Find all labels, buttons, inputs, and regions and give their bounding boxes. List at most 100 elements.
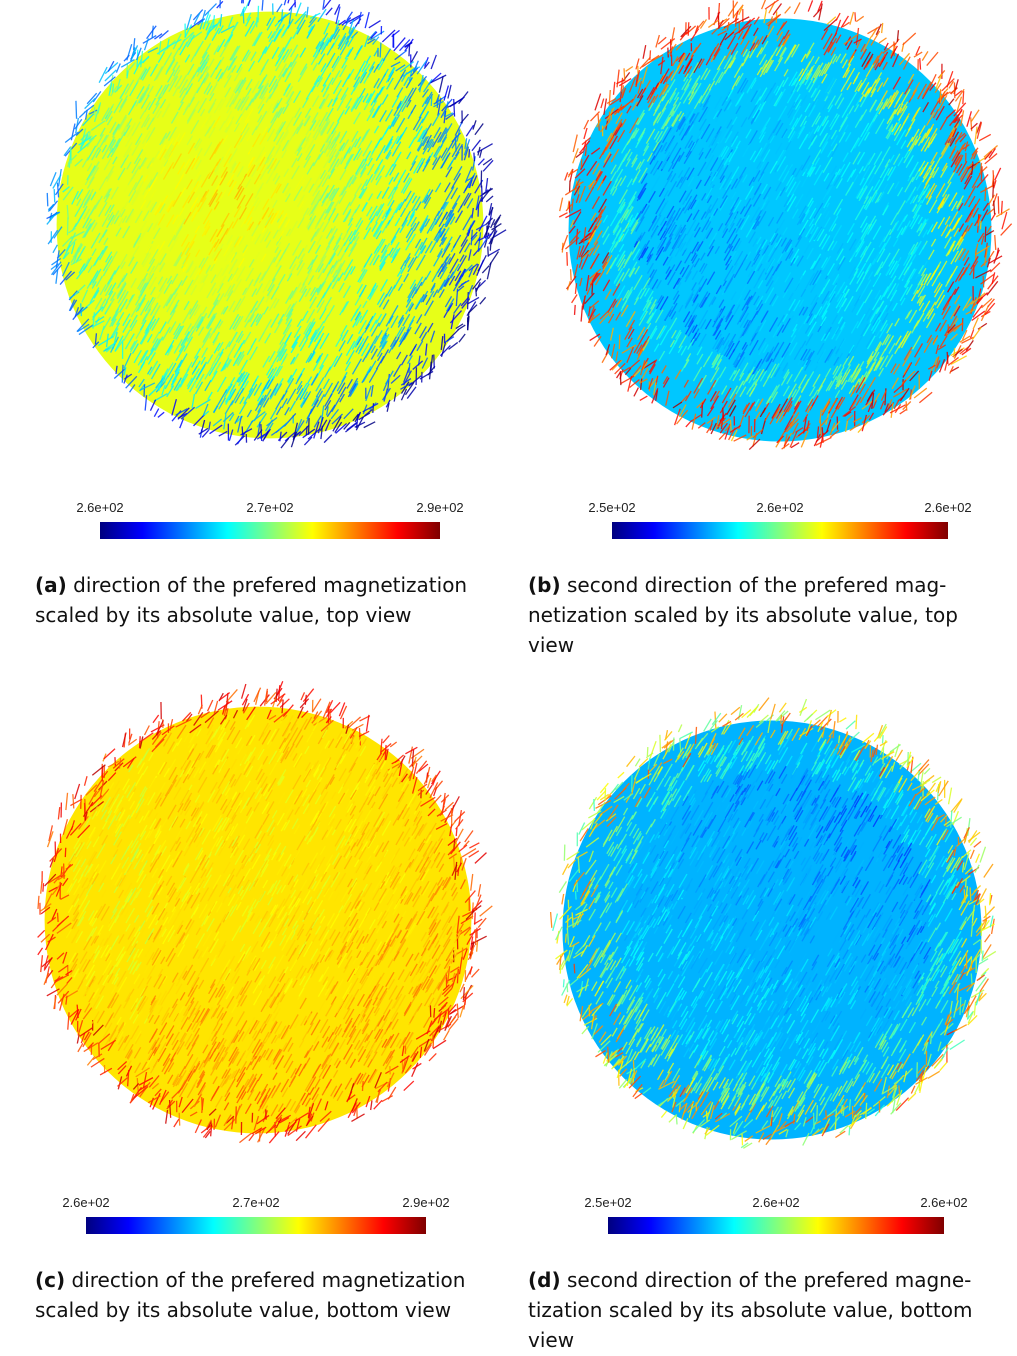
vector-stroke	[842, 285, 848, 294]
vector-stroke	[270, 210, 280, 225]
vector-stroke	[203, 142, 213, 157]
vector-stroke	[419, 218, 429, 232]
vector-stroke	[837, 396, 846, 410]
vector-stroke	[849, 11, 855, 25]
vector-stroke	[396, 87, 404, 98]
vector-stroke	[388, 315, 394, 324]
vector-stroke	[305, 408, 313, 424]
vector-stroke	[236, 350, 245, 365]
vector-stroke	[264, 212, 275, 229]
vector-stroke	[76, 318, 90, 333]
vector-stroke	[180, 241, 190, 257]
vector-stroke	[822, 401, 830, 413]
vector-stroke	[245, 98, 254, 111]
vector-stroke	[284, 187, 291, 197]
vector-stroke	[74, 118, 83, 130]
vector-stroke	[255, 179, 262, 188]
vector-stroke	[213, 361, 222, 375]
vector-stroke	[391, 95, 400, 108]
vector-stroke	[229, 45, 239, 61]
vector-stroke	[166, 385, 175, 398]
vector-stroke	[832, 143, 838, 152]
vector-stroke	[298, 253, 306, 264]
vector-stroke	[159, 261, 165, 271]
vector-stroke	[115, 131, 126, 148]
vector-stroke	[769, 293, 777, 306]
vector-stroke	[275, 48, 286, 65]
vector-stroke	[321, 193, 329, 204]
vector-stroke	[451, 140, 457, 149]
vector-stroke	[347, 217, 354, 226]
vector-stroke	[439, 128, 448, 143]
vector-stroke	[314, 332, 325, 348]
vector-stroke	[326, 121, 335, 135]
vector-stroke	[179, 79, 189, 94]
vector-stroke	[980, 166, 983, 181]
vector-stroke	[163, 144, 173, 159]
vector-stroke	[365, 93, 373, 104]
vector-stroke	[271, 265, 282, 282]
vector-stroke	[217, 72, 224, 82]
vector-stroke	[766, 396, 773, 405]
vector-stroke	[152, 262, 160, 273]
vector-stroke	[761, 0, 767, 10]
vector-stroke	[174, 359, 183, 373]
vector-stroke	[391, 141, 402, 157]
vector-stroke	[874, 62, 880, 71]
vector-stroke	[620, 118, 627, 128]
vector-stroke	[278, 120, 287, 133]
vector-stroke	[343, 210, 351, 222]
vector-stroke	[406, 319, 414, 332]
vector-stroke	[341, 57, 349, 69]
vector-stroke	[628, 76, 637, 93]
vector-stroke	[123, 352, 132, 369]
vector-stroke	[314, 221, 325, 237]
vector-stroke	[172, 214, 179, 225]
vector-stroke	[257, 394, 265, 406]
vector-stroke	[761, 239, 768, 249]
vector-stroke	[453, 302, 462, 315]
vector-stroke	[146, 334, 153, 343]
vector-stroke	[848, 238, 857, 251]
vector-stroke	[580, 305, 584, 322]
vector-stroke	[687, 176, 695, 187]
vector-stroke	[583, 119, 590, 130]
vector-stroke	[393, 392, 397, 402]
vector-stroke	[195, 373, 205, 389]
vector-stroke	[382, 299, 390, 310]
vector-stroke	[126, 122, 137, 138]
vector-stroke	[312, 119, 321, 132]
vector-stroke	[357, 11, 362, 25]
vector-stroke	[353, 147, 362, 161]
vector-stroke	[813, 169, 824, 186]
vector-stroke	[816, 95, 822, 104]
vector-stroke	[238, 359, 249, 375]
vector-stroke	[380, 349, 390, 364]
vector-stroke	[185, 252, 191, 261]
vector-stroke	[196, 316, 204, 329]
vector-stroke	[426, 134, 432, 144]
vector-stroke	[186, 34, 195, 48]
vector-stroke	[381, 223, 389, 234]
vector-stroke	[176, 111, 184, 122]
vector-stroke	[390, 253, 397, 264]
vector-stroke	[791, 117, 799, 130]
vector-stroke	[139, 158, 149, 174]
vector-stroke	[325, 406, 329, 416]
vector-stroke	[652, 104, 661, 117]
vector-stroke	[289, 256, 298, 270]
vector-stroke	[803, 243, 811, 254]
vector-stroke	[215, 158, 222, 167]
vector-stroke	[93, 199, 101, 210]
vector-stroke	[189, 202, 199, 217]
vector-stroke	[880, 252, 891, 269]
vector-stroke	[280, 129, 289, 143]
vector-stroke	[118, 207, 125, 217]
vector-stroke	[49, 172, 57, 187]
vector-stroke	[385, 149, 392, 159]
vector-stroke	[201, 43, 212, 59]
vector-stroke	[477, 204, 480, 217]
vector-stroke	[758, 341, 767, 356]
vector-stroke	[236, 78, 243, 89]
vector-stroke	[273, 298, 280, 309]
